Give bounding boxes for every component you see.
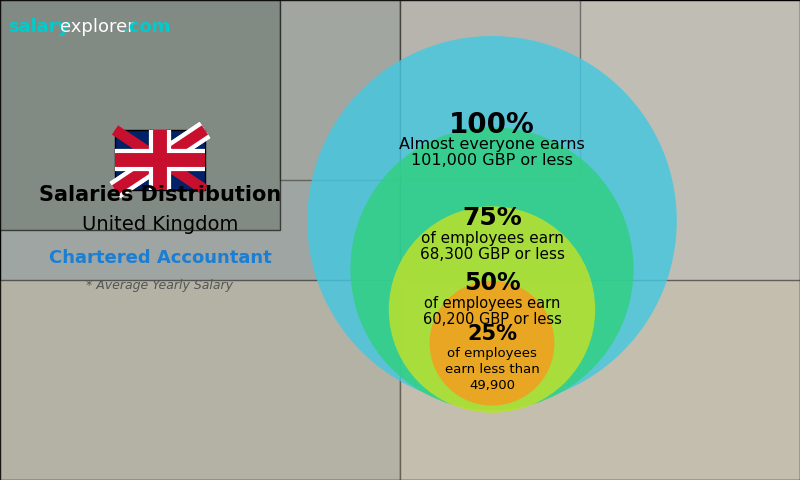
Text: .com: .com bbox=[122, 18, 170, 36]
Circle shape bbox=[389, 206, 595, 413]
FancyBboxPatch shape bbox=[0, 0, 400, 480]
Text: explorer: explorer bbox=[60, 18, 134, 36]
Circle shape bbox=[350, 127, 634, 410]
Circle shape bbox=[307, 36, 677, 406]
Text: Salaries Distribution: Salaries Distribution bbox=[39, 185, 281, 205]
Text: of employees earn: of employees earn bbox=[421, 231, 563, 246]
Text: 50%: 50% bbox=[464, 271, 520, 295]
Text: * Average Yearly Salary: * Average Yearly Salary bbox=[86, 278, 234, 291]
Text: salary: salary bbox=[8, 18, 70, 36]
Circle shape bbox=[430, 281, 554, 406]
Text: of employees earn: of employees earn bbox=[424, 296, 560, 311]
Text: 49,900: 49,900 bbox=[469, 379, 515, 392]
Text: 100%: 100% bbox=[449, 111, 535, 139]
FancyBboxPatch shape bbox=[280, 0, 580, 180]
Text: 101,000 GBP or less: 101,000 GBP or less bbox=[411, 153, 573, 168]
FancyBboxPatch shape bbox=[115, 130, 205, 190]
Text: 75%: 75% bbox=[462, 206, 522, 230]
Text: United Kingdom: United Kingdom bbox=[82, 216, 238, 235]
Text: 68,300 GBP or less: 68,300 GBP or less bbox=[419, 247, 565, 262]
Text: of employees: of employees bbox=[447, 347, 537, 360]
Text: earn less than: earn less than bbox=[445, 363, 539, 376]
FancyBboxPatch shape bbox=[0, 280, 800, 480]
FancyBboxPatch shape bbox=[400, 0, 800, 480]
Text: Almost everyone earns: Almost everyone earns bbox=[399, 137, 585, 152]
Text: 25%: 25% bbox=[467, 324, 517, 344]
FancyBboxPatch shape bbox=[0, 0, 280, 230]
Text: 60,200 GBP or less: 60,200 GBP or less bbox=[422, 312, 562, 327]
Text: Chartered Accountant: Chartered Accountant bbox=[49, 249, 271, 267]
